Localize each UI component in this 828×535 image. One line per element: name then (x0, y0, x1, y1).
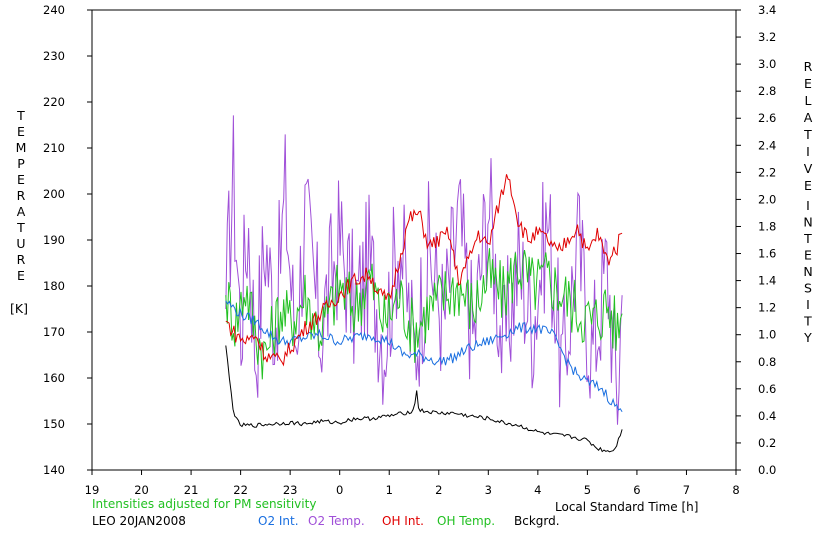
legend-o2-temp: O2 Temp. (308, 514, 365, 528)
right-tick-label: 0.0 (758, 463, 776, 477)
right-tick-label: 2.2 (758, 165, 776, 179)
series-line-o2-temp (225, 115, 623, 425)
right-tick-label: 3.4 (758, 3, 776, 17)
plot-frame (91, 9, 737, 471)
left-label-letter: P (17, 156, 25, 171)
left-label-letter: E (17, 172, 25, 187)
series-line-o2-int (225, 300, 623, 413)
right-tick-label: 0.2 (758, 436, 776, 450)
left-label-letter: U (16, 236, 25, 251)
left-label-letter: E (17, 124, 25, 139)
series-line-oh-temp (225, 248, 623, 380)
x-tick-label: 23 (283, 483, 298, 497)
left-tick-label: 190 (43, 233, 65, 247)
series-line-bckgrd (225, 345, 623, 453)
right-label-letter: A (804, 110, 813, 125)
right-label-letter: Y (803, 330, 812, 345)
legend-oh-temp: OH Temp. (437, 514, 496, 528)
series-line-oh-int (225, 174, 623, 367)
x-tick-label: 8 (732, 483, 739, 497)
left-label-letter: T (16, 220, 25, 235)
left-tick-label: 140 (43, 463, 65, 477)
left-tick-label: 230 (43, 49, 65, 63)
x-tick-label: 19 (85, 483, 100, 497)
x-tick-label: 21 (184, 483, 199, 497)
right-label-letter: R (804, 59, 813, 74)
left-tick-label: 210 (43, 141, 65, 155)
left-label-letter: R (17, 252, 26, 267)
x-tick-label: 3 (485, 483, 492, 497)
left-tick-label: 180 (43, 279, 65, 293)
x-tick-label: 0 (336, 483, 343, 497)
right-label-letter: I (806, 144, 810, 159)
site-date-label: LEO 20JAN2008 (92, 514, 186, 528)
x-tick-label: 6 (633, 483, 640, 497)
left-tick-label: 220 (43, 95, 65, 109)
x-tick-label: 7 (683, 483, 690, 497)
left-tick-label: 160 (43, 371, 65, 385)
legend-bckgrd: Bckgrd. (514, 514, 560, 528)
right-tick-label: 2.4 (758, 138, 776, 152)
legend-oh-int: OH Int. (382, 514, 424, 528)
sensitivity-note: Intensities adjusted for PM sensitivity (92, 497, 317, 511)
legend-o2-int: O2 Int. (258, 514, 299, 528)
left-label-letter: M (16, 140, 27, 155)
series-group (225, 115, 623, 453)
right-label-letter: T (803, 127, 812, 142)
right-tick-label: 1.8 (758, 219, 776, 233)
left-tick-label: 170 (43, 325, 65, 339)
right-tick-label: 1.6 (758, 247, 776, 261)
x-axis-title: Local Standard Time [h] (555, 500, 699, 514)
right-label-letter: T (803, 231, 812, 246)
x-tick-label: 1 (386, 483, 393, 497)
x-tick-label: 22 (233, 483, 248, 497)
right-label-letter: E (804, 178, 812, 193)
right-label-letter: E (804, 248, 812, 263)
right-label-letter: I (806, 297, 810, 312)
right-axis-ticks: 0.0 0.2 0.4 0.6 0.8 1.0 1.2 1.4 1.6 1.8 2.0 2.2 2.4 2… (736, 3, 776, 477)
left-tick-label: 150 (43, 417, 65, 431)
right-label-letter: I (806, 198, 810, 213)
left-axis-unit: [K] (10, 301, 28, 316)
x-axis-ticks: 19 20 21 22 23 0 1 2 3 4 5 6 7 8 (85, 470, 740, 497)
left-tick-label: 200 (43, 187, 65, 201)
right-tick-label: 1.4 (758, 274, 776, 288)
x-tick-label: 2 (435, 483, 442, 497)
right-tick-label: 0.8 (758, 355, 776, 369)
right-label-letter: N (803, 264, 812, 279)
right-tick-label: 1.2 (758, 301, 776, 315)
x-tick-label: 4 (534, 483, 541, 497)
right-label-letter: E (804, 76, 812, 91)
left-label-letter: R (17, 188, 26, 203)
right-tick-label: 3.2 (758, 30, 776, 44)
right-label-letter: N (803, 215, 812, 230)
right-tick-label: 2.0 (758, 192, 776, 206)
right-label-letter: T (803, 314, 812, 329)
right-label-letter: L (805, 93, 812, 108)
left-axis-ticks: 140 150 160 170 180 190 200 210 220 230 240 (43, 3, 92, 477)
left-label-letter: A (17, 204, 26, 219)
right-tick-label: 2.6 (758, 111, 776, 125)
left-label-letter: E (17, 268, 25, 283)
right-tick-label: 3.0 (758, 57, 776, 71)
right-tick-label: 1.0 (758, 328, 776, 342)
right-label-letter: V (804, 161, 813, 176)
left-tick-label: 240 (43, 3, 65, 17)
left-label-letter: T (16, 108, 25, 123)
right-label-letter: S (804, 281, 812, 296)
right-tick-label: 0.6 (758, 382, 776, 396)
x-tick-label: 5 (584, 483, 591, 497)
x-tick-label: 20 (134, 483, 149, 497)
right-tick-label: 0.4 (758, 409, 776, 423)
right-tick-label: 2.8 (758, 84, 776, 98)
